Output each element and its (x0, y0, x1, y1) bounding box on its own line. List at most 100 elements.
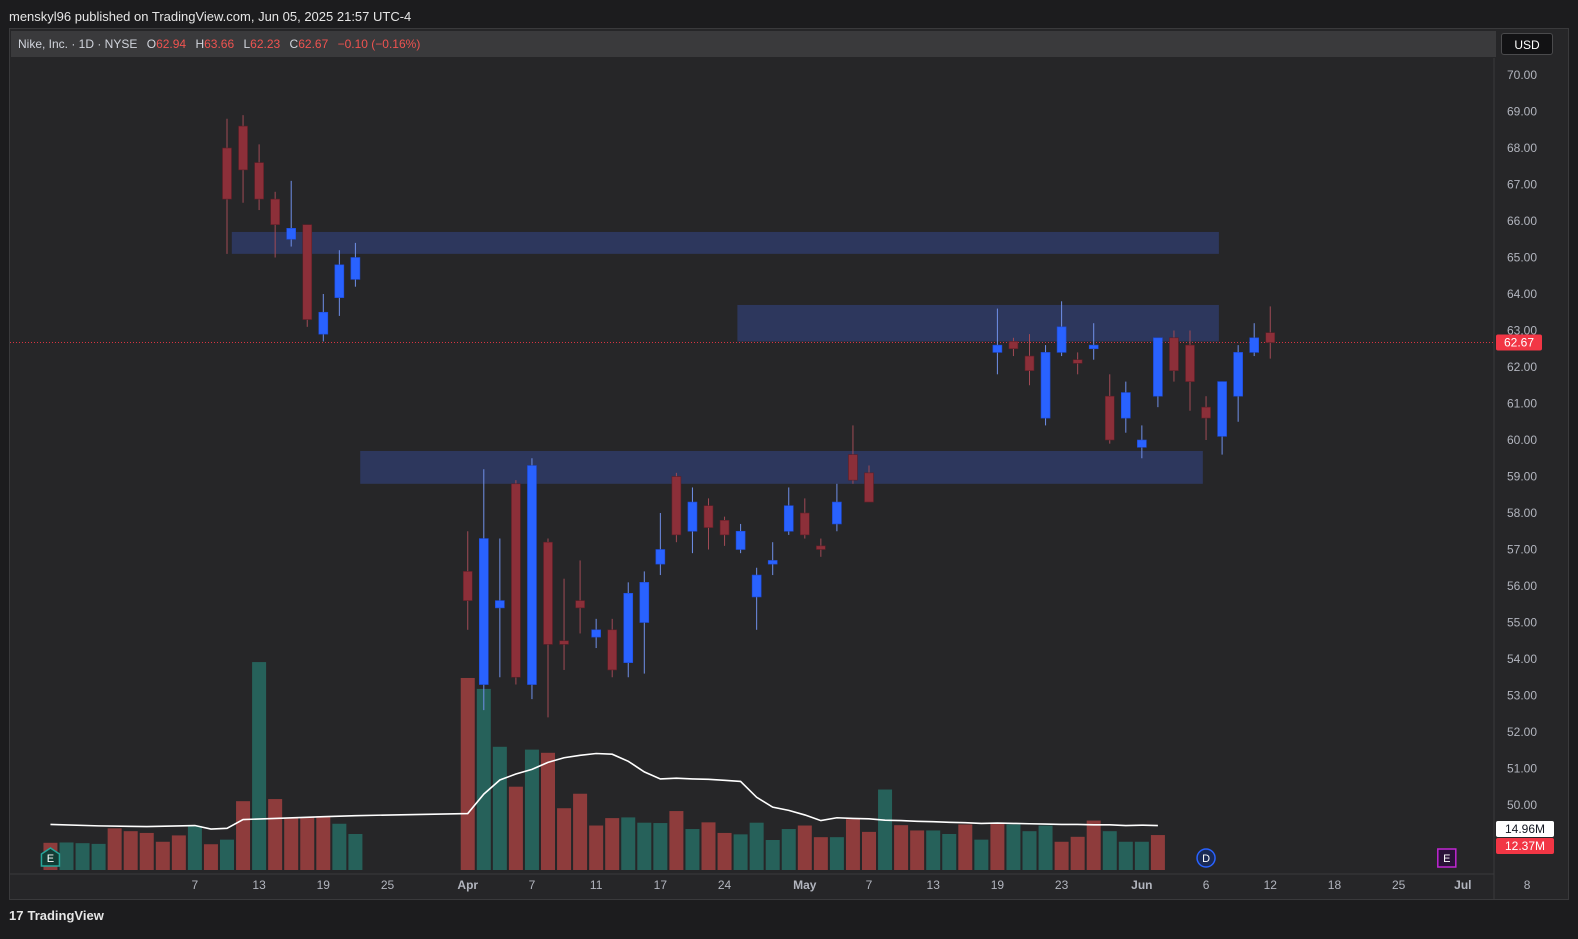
candle-body (1024, 355, 1035, 371)
volume-bar (765, 839, 780, 870)
x-tick-label: 7 (529, 878, 536, 892)
earnings-upcoming-marker-icon[interactable] (1437, 848, 1457, 868)
close-label: C (289, 37, 299, 51)
volume-bar (316, 815, 331, 870)
volume-bar (59, 842, 74, 870)
candle-body (687, 501, 698, 532)
candle-body (992, 344, 1003, 353)
volume-bar (203, 844, 218, 870)
volume-bar (733, 834, 748, 870)
candle-body (655, 549, 666, 565)
volume-bar (605, 818, 620, 870)
candle-body (1153, 337, 1163, 397)
volume-bar (252, 662, 267, 870)
volume-bar (1054, 841, 1069, 870)
volume-bar (958, 824, 973, 870)
volume-bar (300, 817, 315, 870)
x-tick-label: 11 (590, 878, 603, 892)
candle-body (1185, 344, 1195, 382)
x-tick-label: 13 (927, 878, 941, 892)
symbol-label[interactable]: Nike, Inc. · 1D · NYSE (18, 37, 138, 51)
change-value: −0.10 (−0.16%) (337, 37, 421, 51)
candle-body (864, 472, 874, 503)
low-label: L (243, 37, 251, 51)
y-tick-label: 70.00 (1507, 68, 1537, 82)
zone-2 (360, 450, 1203, 484)
volume-bar (621, 817, 636, 870)
candle-body (783, 505, 794, 532)
volume-bar (829, 837, 844, 870)
tradingview-logo-icon: 17 (9, 908, 24, 923)
volume-bar (476, 688, 491, 870)
footer-brand: 17 TradingView (9, 905, 104, 927)
candle-body (478, 538, 489, 685)
volume-bar (894, 825, 909, 870)
volume-bar (589, 825, 604, 870)
close-value: 62.67 (298, 37, 329, 51)
x-tick-label: 18 (1328, 878, 1342, 892)
candle-body (1137, 439, 1147, 448)
candle-body (799, 512, 810, 536)
y-tick-label: 62.00 (1507, 360, 1537, 374)
candle-body (238, 125, 248, 171)
y-tick-label: 65.00 (1507, 251, 1537, 265)
volume-bar (268, 799, 283, 870)
volume-bar (926, 830, 941, 870)
volume-bar (155, 841, 170, 870)
y-tick-label: 57.00 (1507, 543, 1537, 557)
open-value: 62.94 (156, 37, 187, 51)
candle-body (511, 483, 521, 678)
high-value: 63.66 (204, 37, 235, 51)
candle-body (1249, 337, 1259, 353)
dividend-marker-icon[interactable] (1196, 848, 1216, 868)
volume-bar (637, 822, 652, 870)
candle-body (1008, 341, 1019, 350)
x-tick-label: 8 (1524, 878, 1531, 892)
volume-bar (1038, 825, 1053, 870)
volume-bar (685, 829, 700, 870)
candle-body (222, 147, 232, 200)
candle-body (671, 476, 682, 536)
candle-body (1056, 326, 1067, 353)
zone-1 (737, 304, 1219, 342)
candle-body (495, 600, 505, 609)
x-tick-label: 25 (1392, 878, 1406, 892)
volume-bar (1118, 841, 1133, 870)
volume-bar (508, 786, 523, 870)
candle-body (1169, 337, 1179, 371)
open-label: O (146, 37, 157, 51)
volume-bar (1134, 841, 1149, 870)
y-tick-label: 54.00 (1507, 652, 1537, 666)
candle-body (832, 501, 842, 525)
candle-body (1040, 352, 1051, 419)
volume-bar (1086, 820, 1101, 870)
y-tick-label: 55.00 (1507, 616, 1537, 630)
x-tick-label: 24 (718, 878, 732, 892)
x-tick-label: May (793, 878, 817, 892)
earnings-marker-icon[interactable] (40, 847, 61, 867)
volume-bar (187, 825, 202, 870)
candle-body (527, 465, 537, 685)
volume-bar (1070, 836, 1085, 870)
y-tick-label: 64.00 (1507, 287, 1537, 301)
y-tick-label: 53.00 (1507, 689, 1537, 703)
x-tick-label: 13 (252, 878, 266, 892)
candle-body (639, 582, 650, 623)
x-tick-label: Apr (457, 878, 478, 892)
high-label: H (195, 37, 205, 51)
event-marker-label: E (47, 853, 54, 865)
candle-body (719, 519, 730, 536)
volume-bar (236, 801, 251, 870)
y-tick-label: 58.00 (1507, 506, 1537, 520)
y-tick-label: 52.00 (1507, 725, 1537, 739)
candle-body (1104, 395, 1115, 441)
currency-button[interactable]: USD (1501, 33, 1553, 55)
x-tick-label: 17 (654, 878, 668, 892)
event-marker-label: D (1202, 853, 1210, 865)
volume-bar (284, 817, 299, 870)
volume-bar (492, 746, 507, 870)
x-tick-label: 25 (381, 878, 395, 892)
y-tick-label: 69.00 (1507, 105, 1537, 119)
y-tick-label: 61.00 (1507, 397, 1537, 411)
